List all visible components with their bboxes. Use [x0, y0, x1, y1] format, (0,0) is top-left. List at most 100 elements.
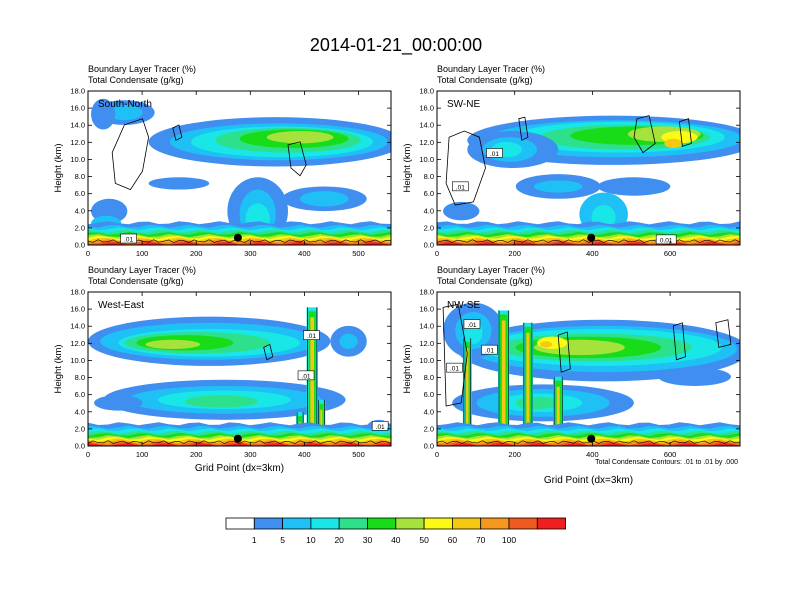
- condensate-region: [106, 104, 143, 121]
- condensate-contour: [263, 343, 274, 361]
- condensate-region: [664, 138, 683, 148]
- footer-note: Total Condensate Contours: .01 to .01 by…: [595, 459, 738, 466]
- condensate-region: [515, 396, 559, 410]
- boundary-layer-band: [88, 443, 391, 446]
- y-tick-label: 16.0: [70, 104, 85, 113]
- contour-label: .01: [467, 322, 476, 329]
- y-tick-label: 10.0: [70, 356, 85, 365]
- y-tick-label: 0.0: [424, 442, 434, 451]
- x-tick-label: 200: [508, 249, 521, 258]
- plot-frame: [436, 291, 741, 447]
- y-tick-label: 8.0: [424, 373, 434, 382]
- contour-label: .01: [456, 184, 465, 191]
- y-tick-label: 8.0: [424, 172, 434, 181]
- panel-title-condensate: Total Condensate (g/kg): [88, 276, 184, 286]
- x-tick-label: 400: [586, 450, 599, 459]
- condensate-contour: [678, 118, 692, 147]
- x-tick-label: 600: [664, 249, 677, 258]
- colorbar-swatch: [480, 517, 510, 530]
- plume-core: [310, 317, 315, 446]
- plot-frame: [436, 90, 741, 246]
- figure-title: 2014-01-21_00:00:00: [310, 35, 482, 56]
- colorbar-swatch: [423, 517, 453, 530]
- field-layer: [437, 292, 740, 446]
- condensate-region: [533, 180, 583, 193]
- y-tick-label: 16.0: [70, 305, 85, 314]
- contour-label-box: [452, 181, 469, 192]
- colorbar-label: 50: [419, 535, 429, 545]
- y-tick-label: 10.0: [419, 155, 434, 164]
- condensate-contour: [437, 239, 740, 243]
- field-layer: [88, 91, 391, 245]
- condensate-region: [91, 98, 116, 130]
- x-axis-label: Grid Point (dx=3km): [195, 463, 284, 474]
- y-tick-label: 4.0: [75, 206, 85, 215]
- y-tick-label: 18.0: [419, 288, 434, 297]
- condensate-contour: [445, 130, 486, 206]
- y-tick-label: 4.0: [424, 407, 434, 416]
- condensate-contour: [715, 319, 732, 348]
- y-tick-label: 14.0: [70, 322, 85, 331]
- plot-frame: [87, 291, 392, 447]
- plume-core: [556, 386, 560, 446]
- y-tick-label: 0.0: [75, 241, 85, 250]
- colorbar-label: 5: [280, 535, 285, 545]
- y-tick-label: 0.0: [75, 442, 85, 451]
- colorbar-label: 1: [252, 535, 257, 545]
- contour-label-box: [297, 370, 315, 381]
- boundary-layer-band: [437, 242, 740, 245]
- condensate-region: [94, 395, 143, 411]
- y-tick-label: 16.0: [419, 305, 434, 314]
- condensate-region: [658, 367, 731, 386]
- contour-label-box: [303, 330, 320, 340]
- boundary-layer-band: [437, 443, 740, 446]
- panel-title-tracer: Boundary Layer Tracer (%): [88, 64, 196, 74]
- location-marker: [233, 434, 242, 443]
- plot-frame: [87, 90, 392, 246]
- y-tick-label: 12.0: [419, 138, 434, 147]
- y-tick-label: 6.0: [424, 189, 434, 198]
- y-tick-label: 2.0: [424, 223, 434, 232]
- y-tick-label: 6.0: [75, 189, 85, 198]
- colorbar-swatch: [395, 517, 425, 530]
- x-tick-label: 400: [298, 249, 311, 258]
- y-tick-label: 2.0: [75, 424, 85, 433]
- condensate-contour: [437, 440, 740, 444]
- y-tick-label: 18.0: [419, 87, 434, 96]
- y-tick-label: 2.0: [75, 223, 85, 232]
- colorbar-label: 40: [391, 535, 401, 545]
- y-axis-label: Height (km): [53, 143, 64, 192]
- x-tick-label: 100: [136, 450, 149, 459]
- colorbar-swatch: [367, 517, 397, 530]
- y-tick-label: 10.0: [70, 155, 85, 164]
- condensate-region: [540, 341, 553, 348]
- y-tick-label: 2.0: [424, 424, 434, 433]
- condensate-region: [443, 201, 480, 221]
- x-tick-label: 400: [586, 249, 599, 258]
- contour-label: 0.01: [660, 237, 673, 244]
- condensate-region: [300, 191, 349, 207]
- panel-title-tracer: Boundary Layer Tracer (%): [437, 64, 545, 74]
- x-tick-label: 0: [86, 249, 90, 258]
- panel-title-condensate: Total Condensate (g/kg): [88, 75, 184, 85]
- condensate-contour: [442, 303, 468, 407]
- contour-label-box: [481, 344, 498, 355]
- y-tick-label: 4.0: [424, 206, 434, 215]
- condensate-contour: [633, 115, 656, 154]
- colorbar-label: 100: [502, 535, 516, 545]
- colorbar-label: 20: [334, 535, 344, 545]
- x-tick-label: 200: [508, 450, 521, 459]
- y-axis-label: Height (km): [402, 143, 413, 192]
- y-tick-label: 8.0: [75, 373, 85, 382]
- condensate-region: [597, 177, 671, 196]
- cross-section-name: West-East: [98, 300, 144, 311]
- colorbar-swatch: [451, 517, 482, 530]
- y-tick-label: 8.0: [75, 172, 85, 181]
- condensate-region: [184, 395, 258, 408]
- x-tick-label: 600: [664, 450, 677, 459]
- y-tick-label: 16.0: [419, 104, 434, 113]
- y-tick-label: 0.0: [424, 241, 434, 250]
- cross-section-name: NW-SE: [447, 300, 480, 311]
- panel-nw-se: .01 .01 .01 0.0 2.0 4.0 6.0 8.0 10.0 12.0 14.0 16.0…: [402, 265, 741, 486]
- contour-label-box: [655, 234, 677, 245]
